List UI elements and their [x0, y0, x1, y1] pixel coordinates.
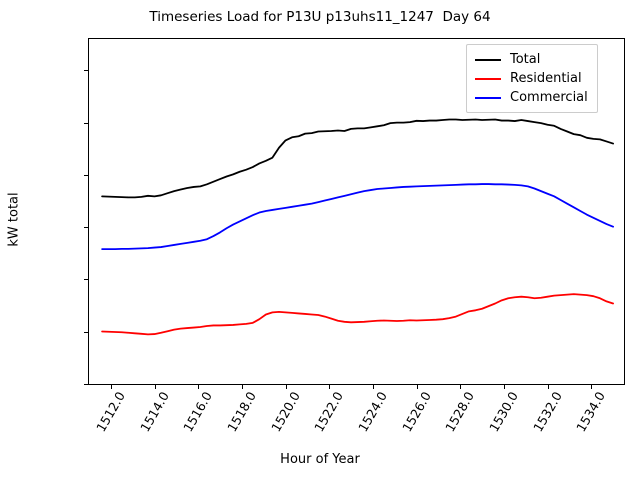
x-tick-mark: [285, 385, 287, 389]
x-axis-label: Hour of Year: [280, 452, 360, 467]
x-tick-mark: [198, 385, 200, 389]
data-lines: [101, 118, 614, 336]
legend-item-total: Total: [475, 50, 588, 69]
y-tick-mark: [84, 122, 88, 124]
x-tick-mark: [547, 385, 549, 389]
chart-title: Timeseries Load for P13U p13uhs11_1247 D…: [149, 9, 491, 25]
legend-line-swatch-icon: [475, 77, 501, 80]
legend-item-residential: Residential: [475, 69, 588, 88]
legend-label: Commercial: [510, 90, 588, 105]
y-tick-mark: [84, 384, 88, 385]
chart-legend: Total Residential Commercial: [466, 44, 598, 113]
y-tick-mark: [84, 279, 88, 281]
x-tick-mark: [329, 385, 331, 389]
y-tick-mark: [84, 227, 88, 229]
x-tick-mark: [503, 385, 505, 389]
legend-item-commercial: Commercial: [475, 88, 588, 107]
y-tick-mark: [84, 70, 88, 72]
y-axis-label: kW total: [6, 192, 22, 247]
x-tick-mark: [460, 385, 462, 389]
series-line-commercial: [101, 183, 614, 251]
x-tick-mark: [154, 385, 156, 389]
legend-label: Total: [510, 52, 541, 67]
x-tick-mark: [591, 385, 593, 389]
matplotlib-figure: Timeseries Load for P13U p13uhs11_1247 D…: [6, 9, 625, 467]
series-line-total: [101, 118, 614, 199]
series-line-residential: [101, 293, 614, 336]
legend-line-swatch-icon: [475, 96, 501, 99]
legend-line-swatch-icon: [475, 58, 501, 61]
x-tick-mark: [110, 385, 112, 389]
plot-area: [88, 38, 625, 385]
x-tick-mark: [416, 385, 418, 389]
y-tick-mark: [84, 174, 88, 176]
x-tick-mark: [372, 385, 374, 389]
y-tick-mark: [84, 331, 88, 333]
legend-label: Residential: [510, 71, 582, 86]
x-tick-mark: [241, 385, 243, 389]
